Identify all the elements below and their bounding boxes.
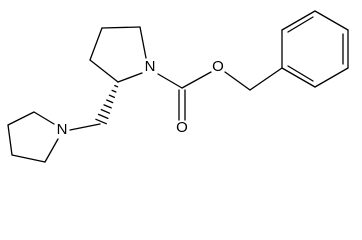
aromatic-bond <box>287 16 314 33</box>
bond <box>314 10 349 31</box>
bond <box>89 27 103 61</box>
bond <box>33 111 55 125</box>
bond <box>11 154 46 163</box>
bond <box>44 138 59 163</box>
bond <box>7 124 13 156</box>
bond <box>181 71 212 89</box>
bond <box>117 72 143 83</box>
atom-label: O <box>176 119 188 136</box>
page: N N O O (() => { const data = JSON.parse… <box>7 10 349 163</box>
bond <box>224 71 251 91</box>
bond <box>281 10 316 31</box>
bond <box>281 67 316 88</box>
hashed-bond <box>95 84 119 125</box>
bond <box>89 59 119 83</box>
bond <box>249 67 283 91</box>
atom-label: O <box>212 58 224 75</box>
atom-label: N <box>145 58 156 75</box>
aromatic-bond <box>287 65 314 82</box>
bonds <box>7 10 349 163</box>
bond <box>69 123 101 131</box>
atom-label: N <box>57 121 68 138</box>
bond <box>314 67 349 88</box>
structure-diagram: N N O O <box>7 10 349 163</box>
bond <box>101 26 141 29</box>
bond <box>157 73 183 89</box>
bond <box>139 26 147 59</box>
bond <box>7 111 35 126</box>
